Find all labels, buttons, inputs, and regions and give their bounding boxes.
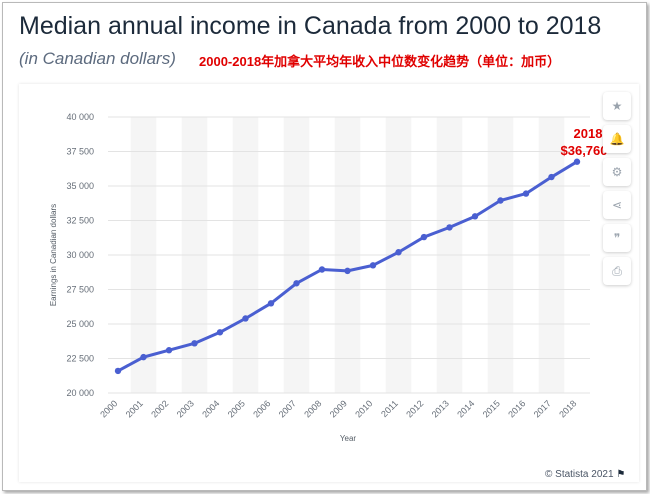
x-tick-label: 2014 [455,398,476,419]
data-point[interactable] [318,266,326,273]
data-point[interactable] [191,340,198,347]
data-point[interactable] [369,262,377,269]
y-tick-label: 40 000 [66,112,94,122]
x-tick-label: 2005 [226,398,247,419]
callout-value: $36,760 [561,143,608,158]
data-point[interactable] [114,367,122,375]
x-tick-label: 2011 [379,398,400,419]
bell-icon[interactable]: 🔔 [603,125,631,153]
data-point[interactable] [573,158,581,165]
credit-text: © Statista 2021 [545,469,614,480]
data-point[interactable] [395,249,402,256]
share-icon[interactable]: ⋖ [603,191,631,219]
y-tick-label: 37 500 [66,147,94,157]
data-point[interactable] [216,329,224,336]
x-tick-label: 2000 [98,398,119,419]
data-point[interactable] [446,224,453,231]
data-point[interactable] [165,347,173,354]
print-icon[interactable]: ⎙ [603,257,631,285]
x-tick-label: 2008 [302,398,323,419]
data-point[interactable] [497,197,504,204]
y-tick-label: 27 500 [66,285,94,295]
y-tick-label: 25 000 [66,319,94,329]
statista-credit[interactable]: © Statista 2021 ⚑ [545,469,625,480]
data-point[interactable] [471,213,479,220]
chart-subtitle: (in Canadian dollars) [19,49,176,68]
x-tick-label: 2012 [404,398,425,419]
x-tick-label: 2017 [532,398,553,419]
chinese-annotation: 2000-2018年加拿大平均年收入中位数变化趋势（单位：加币） [199,54,561,69]
x-tick-label: 2016 [506,398,527,419]
star-icon[interactable]: ★ [603,92,631,120]
y-axis-title: Earnings in Canadian dollars [49,204,58,306]
x-axis-title: Year [340,434,357,443]
data-point[interactable] [267,300,275,307]
data-point[interactable] [293,280,300,287]
gear-icon[interactable]: ⚙ [603,158,631,186]
y-tick-label: 30 000 [66,250,94,260]
x-tick-label: 2009 [328,398,349,419]
data-point[interactable] [344,267,351,275]
chart-panel [19,84,639,482]
y-tick-label: 35 000 [66,181,94,191]
x-tick-label: 2010 [353,398,374,419]
x-tick-label: 2006 [251,398,272,419]
y-tick-label: 22 500 [66,354,94,364]
data-point[interactable] [548,173,555,181]
x-tick-label: 2013 [430,398,451,419]
data-point[interactable] [522,190,530,197]
x-tick-label: 2015 [481,398,502,419]
flag-icon[interactable]: ⚑ [616,469,626,480]
y-tick-label: 32 500 [66,216,94,226]
x-tick-label: 2001 [124,398,145,419]
chart-title: Median annual income in Canada from 2000… [19,12,602,40]
x-tick-label: 2004 [200,398,221,419]
x-tick-label: 2018 [557,398,578,419]
x-tick-label: 2003 [175,398,196,419]
callout-year: 2018 [574,126,603,141]
data-point[interactable] [140,353,147,361]
data-point[interactable] [420,233,428,241]
quote-icon[interactable]: ❞ [603,224,631,252]
y-tick-label: 20 000 [66,388,94,398]
x-tick-label: 2007 [277,398,298,419]
x-tick-label: 2002 [149,398,170,419]
chart-toolbar: ★ 🔔 ⚙ ⋖ ❞ ⎙ [603,92,631,290]
data-point[interactable] [242,315,249,322]
